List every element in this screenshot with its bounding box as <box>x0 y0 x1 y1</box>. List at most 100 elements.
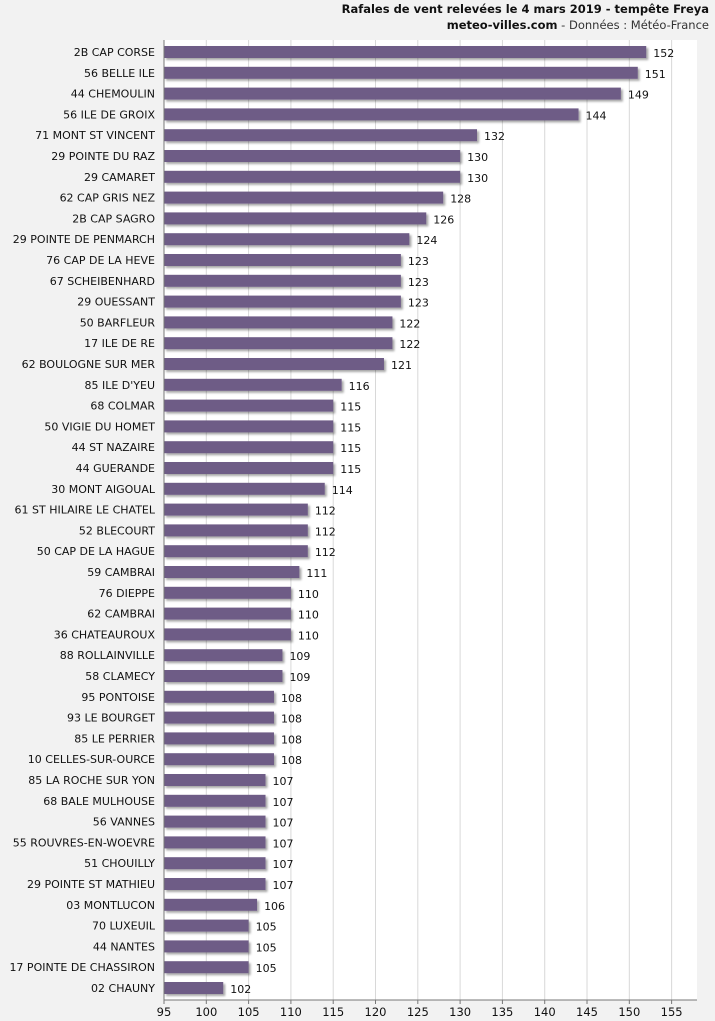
category-label: 44 CHEMOULIN <box>71 88 155 101</box>
category-label: 70 LUXEUIL <box>92 920 156 933</box>
value-label: 122 <box>399 317 420 330</box>
category-label: 2B CAP SAGRO <box>72 212 155 225</box>
x-tick-label: 120 <box>365 1005 387 1019</box>
bar <box>164 254 401 266</box>
bar <box>164 212 427 225</box>
category-label: 55 ROUVRES-EN-WOEVRE <box>13 836 155 849</box>
category-label: 10 CELLES-SUR-OURCE <box>28 753 155 766</box>
category-label: 71 MONT ST VINCENT <box>35 129 155 142</box>
value-label: 123 <box>408 255 429 268</box>
value-label: 109 <box>289 671 310 684</box>
value-label: 126 <box>433 213 454 226</box>
category-label: 44 GUERANDE <box>76 462 155 475</box>
category-label: 62 CAMBRAI <box>87 608 155 621</box>
bar <box>164 274 401 287</box>
value-label: 110 <box>298 629 319 642</box>
x-tick-label: 100 <box>195 1005 217 1019</box>
category-label: 68 BALE MULHOUSE <box>43 795 155 808</box>
bar <box>164 794 266 807</box>
category-label: 29 POINTE DE PENMARCH <box>13 233 155 246</box>
bar <box>164 316 393 329</box>
value-label: 108 <box>281 754 302 767</box>
value-label: 123 <box>408 276 429 289</box>
bar <box>164 982 224 994</box>
bar <box>164 545 308 558</box>
value-label: 130 <box>467 151 488 164</box>
value-label: 121 <box>391 359 412 372</box>
category-label: 17 ILE DE RE <box>84 337 155 350</box>
value-label: 109 <box>289 650 310 663</box>
bar <box>164 690 274 703</box>
bar <box>164 129 478 142</box>
bar <box>164 66 638 79</box>
category-label: 59 CAMBRAI <box>87 566 155 579</box>
bar <box>164 108 579 121</box>
value-label: 102 <box>230 983 251 996</box>
value-label: 107 <box>273 837 294 850</box>
bar <box>164 482 325 495</box>
x-tick-label: 145 <box>576 1005 598 1019</box>
category-label: 85 LE PERRIER <box>74 732 155 745</box>
value-label: 112 <box>315 505 336 518</box>
value-label: 107 <box>273 858 294 871</box>
category-label: 85 LA ROCHE SUR YON <box>28 774 155 787</box>
value-label: 110 <box>298 588 319 601</box>
bar <box>164 711 274 724</box>
value-label: 128 <box>450 193 471 206</box>
value-label: 108 <box>281 733 302 746</box>
value-label: 115 <box>340 401 361 414</box>
bar <box>164 441 334 454</box>
value-label: 149 <box>628 89 649 102</box>
bar <box>164 462 334 474</box>
category-label: 56 VANNES <box>93 816 155 829</box>
category-label: 52 BLECOURT <box>79 524 155 537</box>
bar <box>164 358 384 370</box>
bar <box>164 753 274 766</box>
category-label: 29 CAMARET <box>84 171 155 184</box>
value-label: 112 <box>315 546 336 559</box>
value-label: 105 <box>256 941 277 954</box>
bar <box>164 670 283 682</box>
bar <box>164 628 291 641</box>
value-label: 107 <box>273 817 294 830</box>
category-label: 68 COLMAR <box>90 400 155 413</box>
value-label: 123 <box>408 297 429 310</box>
category-label: 76 DIEPPE <box>99 587 155 600</box>
value-label: 122 <box>399 338 420 351</box>
value-label: 116 <box>349 380 370 393</box>
bar <box>164 836 266 849</box>
bar <box>164 961 249 974</box>
bar <box>164 233 410 246</box>
category-label: 29 OUESSANT <box>77 296 155 309</box>
bar <box>164 732 274 745</box>
bar <box>164 586 291 599</box>
plot-background <box>164 40 697 1000</box>
x-tick-label: 110 <box>280 1005 302 1019</box>
chart-title: Rafales de vent relevées le 4 mars 2019 … <box>341 2 709 16</box>
bar <box>164 566 300 578</box>
category-label: 50 CAP DE LA HAGUE <box>37 545 155 558</box>
value-label: 151 <box>645 68 666 81</box>
value-label: 152 <box>653 47 674 60</box>
value-label: 107 <box>273 879 294 892</box>
category-label: 44 ST NAZAIRE <box>72 441 155 454</box>
value-label: 108 <box>281 692 302 705</box>
category-label: 29 POINTE ST MATHIEU <box>27 878 155 891</box>
category-label: 2B CAP CORSE <box>74 46 155 59</box>
category-label: 56 ILE DE GROIX <box>63 108 155 121</box>
bar <box>164 878 266 890</box>
bar <box>164 940 249 953</box>
bar <box>164 503 308 516</box>
category-labels: 2B CAP CORSE 56 BELLE ILE 44 CHEMOULIN 56 I… <box>9 46 155 995</box>
x-tick-label: 130 <box>449 1005 471 1019</box>
category-label: 62 CAP GRIS NEZ <box>60 192 156 205</box>
x-tick-label: 135 <box>491 1005 513 1019</box>
category-label: 61 ST HILAIRE LE CHATEL <box>15 504 156 517</box>
category-label: 17 POINTE DE CHASSIRON <box>9 961 155 974</box>
value-label: 111 <box>306 567 327 580</box>
value-label: 114 <box>332 484 353 497</box>
category-label: 02 CHAUNY <box>91 982 155 995</box>
bar <box>164 378 342 391</box>
category-label: 62 BOULOGNE SUR MER <box>22 358 156 371</box>
value-label: 105 <box>256 962 277 975</box>
